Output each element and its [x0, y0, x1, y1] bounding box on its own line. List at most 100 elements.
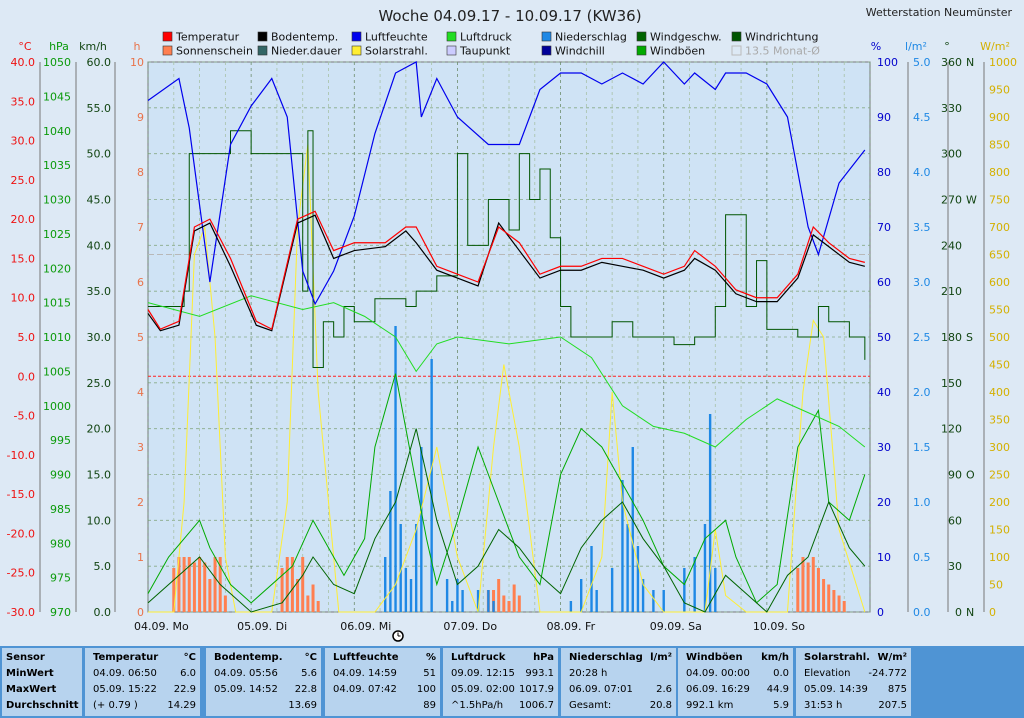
sunshine-bar: [198, 557, 202, 612]
sunshine-bar: [796, 568, 800, 612]
stats-cell-label: ^1.5hPa/h: [451, 700, 504, 711]
legend-item[interactable]: Luftdruck: [446, 31, 512, 44]
stats-column-title: Solarstrahl.: [804, 652, 870, 663]
sunshine-bar: [280, 568, 284, 612]
stats-cell-label: 04.09. 07:42: [333, 684, 397, 695]
legend-label: Nieder.dauer: [271, 45, 342, 58]
stats-cell-value: 1017.9: [519, 684, 554, 695]
stats-cell-value: 100: [416, 684, 436, 695]
legend-item[interactable]: Nieder.dauer: [257, 45, 342, 58]
rain-bar: [461, 590, 464, 612]
stats-column: Solarstrahl. W/m² Elevation -24.772 05.09. 1…: [796, 648, 911, 716]
legend-swatch: [541, 31, 552, 42]
stats-cell-value: 44.9: [766, 684, 789, 695]
sunshine-bar: [203, 562, 207, 612]
legend-item[interactable]: Windgeschw.: [636, 31, 722, 44]
stats-cell-value: 993.1: [525, 668, 554, 679]
rain-bar: [708, 414, 712, 612]
legend-swatch: [636, 31, 647, 42]
tick-hours: 8: [137, 166, 144, 179]
tick-dir: 360: [941, 56, 962, 69]
tick-press: 1000: [43, 400, 71, 413]
legend-item[interactable]: Niederschlag: [541, 31, 627, 44]
tick-rain: 5.0: [913, 56, 931, 69]
sunshine-bar: [822, 579, 826, 612]
tick-press: 1015: [43, 297, 71, 310]
rain-bar: [445, 579, 449, 612]
tick-solar: 400: [989, 386, 1010, 399]
tick-solar: 0: [989, 606, 996, 619]
sunshine-bar: [306, 595, 310, 612]
stats-cell-row: 20:28 h: [565, 666, 672, 682]
stats-cell-label: 05.09. 15:22: [93, 684, 157, 695]
rain-bar: [703, 524, 707, 612]
legend-swatch: [731, 31, 742, 42]
legend-swatch: [351, 45, 362, 56]
tick-rain: 3.0: [913, 276, 931, 289]
legend-item[interactable]: Luftfeuchte: [351, 31, 428, 44]
sunshine-bar: [837, 595, 841, 612]
tick-solar: 550: [989, 304, 1010, 317]
rain-bar: [394, 326, 397, 612]
tick-rain: 1.0: [913, 496, 931, 509]
tick-press: 1050: [43, 56, 71, 69]
legend-swatch: [162, 31, 173, 42]
legend-item[interactable]: Taupunkt: [446, 45, 511, 58]
unit-temp: °C: [18, 40, 32, 53]
stats-cell-value: 22.8: [294, 684, 317, 695]
unit-press: hPa: [49, 40, 69, 53]
stats-cell-row: 992.1 km 5.9: [682, 698, 789, 714]
tick-rain: 4.0: [913, 166, 931, 179]
stats-cell-value: -24.772: [868, 668, 907, 679]
legend-item[interactable]: Bodentemp.: [257, 31, 338, 44]
legend-label: Temperatur: [175, 31, 240, 44]
legend-item[interactable]: Windchill: [541, 45, 605, 58]
stats-row-labels: Sensor MinWert MaxWert Durchschnitt: [2, 648, 82, 716]
legend-item[interactable]: Temperatur: [162, 31, 240, 44]
tick-day: 08.09. Fr: [547, 620, 596, 633]
tick-temp: -10.0: [7, 449, 35, 462]
stats-cell-row: 09.09. 12:15 993.1: [447, 666, 554, 682]
tick-dir: 270: [941, 194, 962, 207]
legend-item[interactable]: Sonnenschein: [162, 45, 253, 58]
tick-rain: 3.5: [913, 221, 931, 234]
sunshine-bar: [507, 601, 511, 612]
legend-label: Bodentemp.: [271, 31, 338, 44]
station-name: Wetterstation Neumünster: [866, 6, 1013, 19]
tick-solar: 50: [989, 579, 1003, 592]
stats-cell-label: 20:28 h: [569, 668, 608, 679]
stats-cell-value: 13.69: [288, 700, 317, 711]
unit-dir: °: [944, 40, 950, 53]
sunshine-bar: [182, 557, 186, 612]
tick-dir: 180: [941, 331, 962, 344]
legend-item[interactable]: Solarstrahl.: [351, 45, 428, 58]
tick-temp: 20.0: [11, 213, 36, 226]
tick-hum: 70: [877, 221, 891, 234]
legend-item[interactable]: 13.5 Monat-Ø: [731, 45, 820, 58]
tick-wind: 40.0: [87, 239, 112, 252]
tick-hum: 40: [877, 386, 891, 399]
stats-cell-row: 05.09. 14:39 875: [800, 682, 907, 698]
tick-wind: 0.0: [94, 606, 112, 619]
stats-column-header: Luftfeuchte%: [329, 650, 436, 666]
unit-rain: l/m²: [905, 40, 927, 53]
tick-dir: 210: [941, 285, 962, 298]
stats-column-unit: °C: [304, 652, 317, 663]
unit-solar: W/m²: [980, 40, 1010, 53]
rain-bar: [641, 579, 645, 612]
chart-title: Woche 04.09.17 - 10.09.17 (KW36): [378, 7, 641, 25]
stats-cell-value: 207.5: [878, 700, 907, 711]
rain-bar: [414, 524, 418, 612]
legend-item[interactable]: Windböen: [636, 45, 705, 58]
tick-dir: 60: [948, 514, 962, 527]
tick-rain: 4.5: [913, 111, 931, 124]
legend-swatch: [257, 45, 268, 56]
time-icon[interactable]: [392, 630, 404, 642]
tick-rain: 0.5: [913, 551, 931, 564]
tick-day: 04.09. Mo: [134, 620, 189, 633]
stats-cell-row: 04.09. 00:00 0.0: [682, 666, 789, 682]
tick-solar: 100: [989, 551, 1010, 564]
row-label-sensor: Sensor: [6, 652, 45, 663]
series-line-temperatur: [147, 210, 865, 331]
legend-item[interactable]: Windrichtung: [731, 31, 818, 44]
